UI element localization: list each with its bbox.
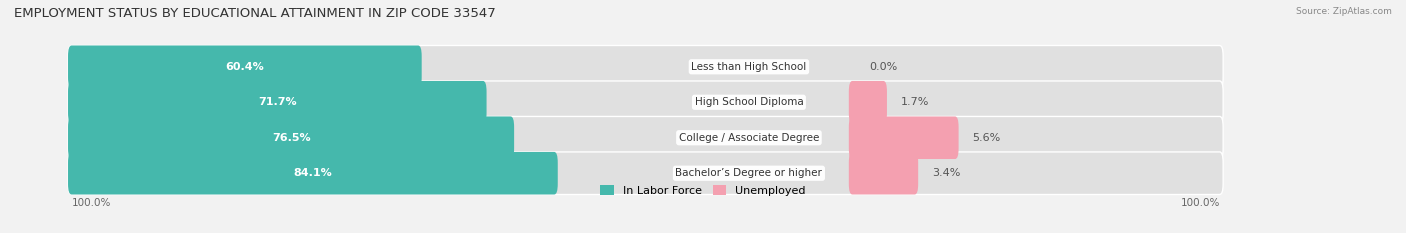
FancyBboxPatch shape: [67, 81, 1223, 123]
FancyBboxPatch shape: [67, 81, 486, 123]
FancyBboxPatch shape: [67, 116, 1223, 159]
Text: Bachelor’s Degree or higher: Bachelor’s Degree or higher: [675, 168, 823, 178]
FancyBboxPatch shape: [67, 152, 1223, 195]
Text: 5.6%: 5.6%: [973, 133, 1001, 143]
Text: 100.0%: 100.0%: [1180, 198, 1220, 208]
Text: 3.4%: 3.4%: [932, 168, 960, 178]
FancyBboxPatch shape: [67, 152, 558, 195]
Text: 76.5%: 76.5%: [271, 133, 311, 143]
FancyBboxPatch shape: [67, 45, 1223, 88]
Text: Source: ZipAtlas.com: Source: ZipAtlas.com: [1296, 7, 1392, 16]
Legend: In Labor Force, Unemployed: In Labor Force, Unemployed: [596, 181, 810, 200]
FancyBboxPatch shape: [67, 45, 422, 88]
Text: Less than High School: Less than High School: [692, 62, 807, 72]
Text: 60.4%: 60.4%: [225, 62, 264, 72]
FancyBboxPatch shape: [849, 152, 918, 195]
Text: 71.7%: 71.7%: [257, 97, 297, 107]
Text: EMPLOYMENT STATUS BY EDUCATIONAL ATTAINMENT IN ZIP CODE 33547: EMPLOYMENT STATUS BY EDUCATIONAL ATTAINM…: [14, 7, 496, 20]
FancyBboxPatch shape: [849, 116, 959, 159]
Text: 1.7%: 1.7%: [901, 97, 929, 107]
FancyBboxPatch shape: [67, 116, 515, 159]
Text: 84.1%: 84.1%: [294, 168, 332, 178]
Text: 0.0%: 0.0%: [869, 62, 898, 72]
Text: 100.0%: 100.0%: [72, 198, 111, 208]
Text: High School Diploma: High School Diploma: [695, 97, 803, 107]
FancyBboxPatch shape: [849, 81, 887, 123]
Text: College / Associate Degree: College / Associate Degree: [679, 133, 820, 143]
